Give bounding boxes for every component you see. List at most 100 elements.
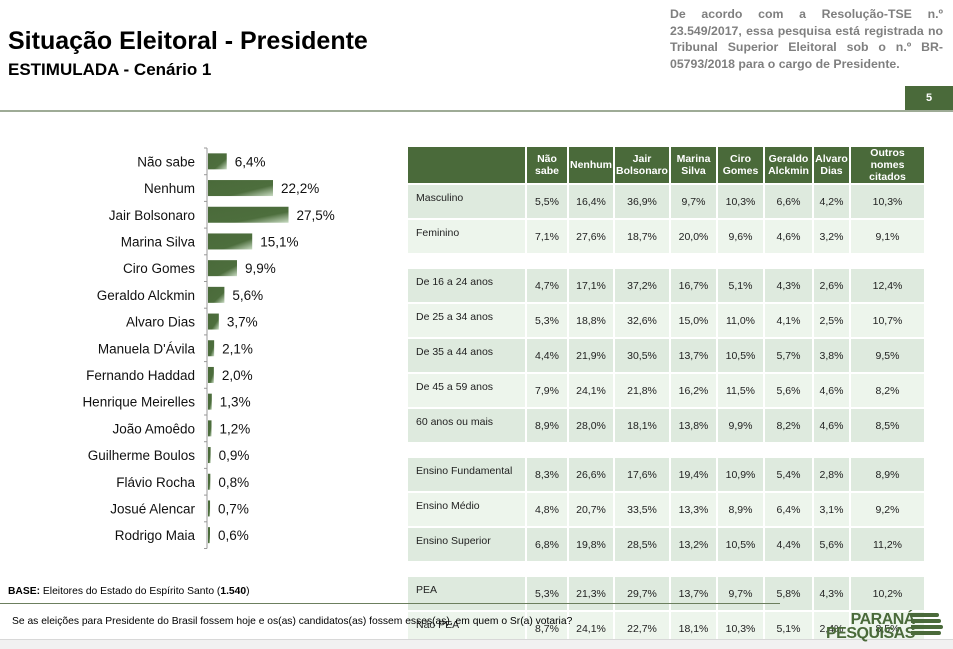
category-label: Rodrigo Maia: [115, 528, 196, 543]
footer-divider: [0, 603, 780, 604]
table-cell: 5,1%: [718, 269, 763, 302]
table-cell: 9,9%: [718, 409, 763, 442]
table-cell: 5,8%: [765, 577, 812, 610]
table-cell: 3,1%: [814, 493, 849, 526]
bar-value-label: 0,6%: [218, 528, 249, 543]
col-header: Jair Bolsonaro: [615, 147, 669, 183]
bar: [208, 206, 289, 223]
category-label: Guilherme Boulos: [88, 448, 196, 463]
bar-value-label: 9,9%: [245, 261, 276, 276]
table-cell: 4,4%: [527, 339, 567, 372]
table-cell: 5,6%: [765, 374, 812, 407]
col-header: Geraldo Alckmin: [765, 147, 812, 183]
row-label: Ensino Médio: [408, 493, 525, 526]
bar-value-label: 5,6%: [232, 288, 263, 303]
table-cell: 4,8%: [527, 493, 567, 526]
table-cell: 28,5%: [615, 528, 669, 561]
row-label: Feminino: [408, 220, 525, 253]
footer-strip: [0, 639, 953, 649]
bar: [208, 340, 215, 357]
table-cell: 11,0%: [718, 304, 763, 337]
table-cell: 24,1%: [569, 374, 613, 407]
bar: [208, 527, 210, 544]
table-cell: 9,7%: [671, 185, 716, 218]
table-cell: 5,5%: [527, 185, 567, 218]
col-header: Nenhum: [569, 147, 613, 183]
page-subtitle: ESTIMULADA - Cenário 1: [8, 60, 212, 79]
bar: [208, 286, 225, 303]
table-cell: 36,9%: [615, 185, 669, 218]
table-cell: 10,3%: [851, 185, 924, 218]
table-cell: 37,2%: [615, 269, 669, 302]
table-cell: 7,9%: [527, 374, 567, 407]
bar-value-label: 2,0%: [222, 368, 253, 383]
table-cell: 16,4%: [569, 185, 613, 218]
table-cell: 9,1%: [851, 220, 924, 253]
table-cell: 18,7%: [615, 220, 669, 253]
base-count: 1.540: [220, 586, 247, 597]
table-cell: 4,3%: [765, 269, 812, 302]
bar-value-label: 2,1%: [222, 341, 253, 356]
spacer-cell: [408, 444, 924, 456]
table-cell: 28,0%: [569, 409, 613, 442]
table-cell: 3,8%: [814, 339, 849, 372]
table-cell: 29,7%: [615, 577, 669, 610]
table-cell: 17,1%: [569, 269, 613, 302]
table-header-row: Não sabe Nenhum Jair Bolsonaro Marina Si…: [408, 147, 924, 183]
table-row: 60 anos ou mais 8,9% 28,0% 18,1% 13,8% 9,9% 8,…: [408, 409, 924, 442]
table-row: De 35 a 44 anos 4,4% 21,9% 30,5% 13,7% 10,5% 5…: [408, 339, 924, 372]
table-cell: 3,2%: [814, 220, 849, 253]
row-label: 60 anos ou mais: [408, 409, 525, 442]
table-cell: 21,8%: [615, 374, 669, 407]
table-cell: 12,4%: [851, 269, 924, 302]
table-row: De 45 a 59 anos 7,9% 24,1% 21,8% 16,2% 11,5% 5…: [408, 374, 924, 407]
spacer-cell: [408, 255, 924, 267]
group-spacer: [408, 255, 924, 267]
table-row: Ensino Superior 6,8% 19,8% 28,5% 13,2% 10,5% 4…: [408, 528, 924, 561]
bar: [208, 366, 214, 383]
table-cell: 2,6%: [814, 269, 849, 302]
table-cell: 8,2%: [851, 374, 924, 407]
table-cell: 8,5%: [851, 409, 924, 442]
table-cell: 5,7%: [765, 339, 812, 372]
table-cell: 18,8%: [569, 304, 613, 337]
table-cell: 6,6%: [765, 185, 812, 218]
table-cell: 8,3%: [527, 458, 567, 491]
category-label: Manuela D'Ávila: [98, 341, 196, 356]
bar: [208, 393, 212, 410]
row-label: De 45 a 59 anos: [408, 374, 525, 407]
table-corner-header: [408, 147, 525, 183]
table-cell: 4,3%: [814, 577, 849, 610]
category-label: Henrique Meirelles: [82, 395, 195, 410]
base-close: ): [246, 586, 250, 597]
table-cell: 18,1%: [615, 409, 669, 442]
table-cell: 15,0%: [671, 304, 716, 337]
row-label: De 25 a 34 anos: [408, 304, 525, 337]
table-cell: 8,2%: [765, 409, 812, 442]
table-cell: 13,7%: [671, 577, 716, 610]
tse-registration-notice: De acordo com a Resolução-TSE n.º 23.549…: [670, 7, 943, 71]
base-text: Eleitores do Estado do Espírito Santo (: [40, 586, 221, 597]
table-cell: 9,2%: [851, 493, 924, 526]
col-header: Marina Silva: [671, 147, 716, 183]
logo-line1: PARANÁ: [850, 611, 916, 628]
page-number: 5: [905, 86, 953, 111]
table-cell: 4,6%: [814, 374, 849, 407]
table-cell: 4,6%: [765, 220, 812, 253]
table-cell: 11,2%: [851, 528, 924, 561]
table-row: Feminino 7,1% 27,6% 18,7% 20,0% 9,6% 4,6% 3,2% 9…: [408, 220, 924, 253]
bar: [208, 420, 212, 437]
table-cell: 6,4%: [765, 493, 812, 526]
page-title: Situação Eleitoral - Presidente: [8, 27, 368, 55]
category-label: Fernando Haddad: [86, 368, 195, 383]
group-spacer: [408, 444, 924, 456]
table-cell: 19,4%: [671, 458, 716, 491]
bar-value-label: 15,1%: [260, 234, 298, 249]
table-cell: 5,3%: [527, 304, 567, 337]
table-cell: 8,9%: [851, 458, 924, 491]
bar: [208, 447, 211, 464]
table-cell: 5,6%: [814, 528, 849, 561]
table-cell: 8,9%: [527, 409, 567, 442]
table-cell: 20,7%: [569, 493, 613, 526]
table-row: De 16 a 24 anos 4,7% 17,1% 37,2% 16,7% 5,1% 4,…: [408, 269, 924, 302]
